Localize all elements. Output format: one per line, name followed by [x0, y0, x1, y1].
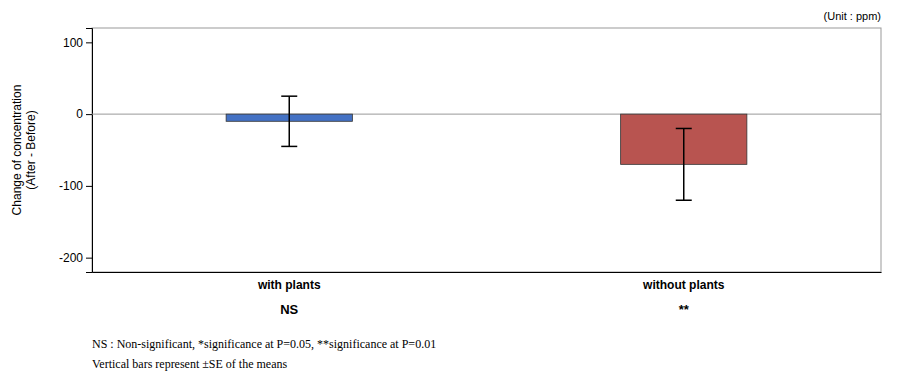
marks — [92, 96, 881, 200]
error-bar — [676, 128, 692, 200]
error-bar-line — [683, 128, 685, 200]
y-tick-label: 0 — [76, 107, 83, 121]
x-axis: with plants without plants — [93, 273, 882, 292]
y-tick-mark — [86, 42, 92, 43]
y-tick: 100 — [63, 36, 92, 50]
y-axis-line — [86, 29, 93, 273]
x-tick: with plants — [257, 278, 321, 292]
footer-note: NS : Non-significant, *significance at P… — [92, 337, 436, 351]
x-tick-label: without plants — [642, 278, 725, 292]
footer-note: Vertical bars represent ±SE of the means — [92, 357, 288, 371]
error-bar-cap — [676, 128, 692, 130]
chart: 100 0 -100 -200 with plants without plants NS *… — [0, 0, 911, 384]
plot: 100 0 -100 -200 with plants without plants NS *… — [59, 28, 882, 317]
significance-label: NS — [280, 302, 298, 317]
error-bar-cap — [281, 95, 297, 97]
plot-frame — [92, 28, 881, 272]
y-axis: 100 0 -100 -200 — [59, 29, 93, 273]
y-tick: 0 — [76, 107, 92, 121]
y-tick-label: -100 — [59, 179, 83, 193]
error-bar — [281, 96, 297, 146]
y-tick-mark — [86, 114, 92, 115]
error-bar-cap — [281, 146, 297, 148]
error-bar-cap — [676, 199, 692, 201]
y-tick-mark — [86, 186, 92, 187]
significance-label: ** — [679, 302, 690, 317]
y-tick-label: 100 — [63, 36, 83, 50]
x-tick: without plants — [642, 278, 725, 292]
x-tick-label: with plants — [257, 278, 321, 292]
y-tick-mark — [86, 258, 92, 259]
significance-labels: NS ** — [280, 302, 690, 317]
unit-annotation: (Unit : ppm) — [824, 10, 881, 22]
y-tick: -200 — [59, 251, 92, 265]
zero-line — [92, 114, 881, 115]
y-tick-label: -200 — [59, 251, 83, 265]
y-axis-title: Change of concentration(After - Before) — [10, 85, 38, 216]
y-tick: -100 — [59, 179, 92, 193]
x-axis-line — [93, 272, 882, 273]
error-bar-line — [289, 96, 291, 146]
